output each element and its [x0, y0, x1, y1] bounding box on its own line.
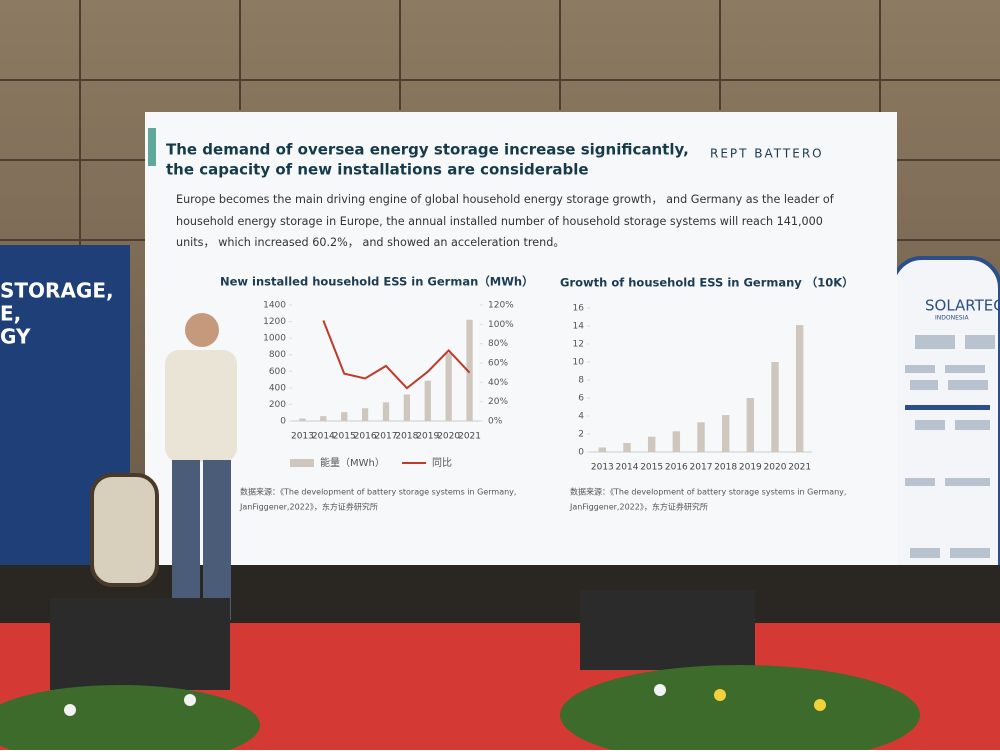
x-tick-label: 2015: [640, 463, 663, 473]
slide-title: The demand of oversea energy storage inc…: [166, 141, 689, 159]
source-note: 数据来源：《The development of battery storage…: [240, 487, 516, 497]
body-text: household energy storage in Europe, the …: [176, 215, 823, 228]
bar: [746, 398, 755, 452]
bar: [382, 402, 390, 421]
bar: [445, 353, 452, 421]
bar: [361, 408, 369, 421]
legend-swatch: [290, 459, 314, 467]
y2-tick-label: 20%: [488, 397, 508, 407]
chart-title: New installed household ESS in German（MW…: [220, 275, 534, 289]
y-tick-label: 1200: [263, 317, 286, 327]
banner-subtitle: INDONESIA: [935, 315, 969, 322]
x-tick-label: 2019: [416, 432, 439, 442]
banner-title: SOLARTECH: [925, 297, 1000, 315]
bar: [424, 380, 431, 421]
x-tick-label: 2018: [714, 463, 737, 473]
y-tick-label: 4: [578, 412, 584, 422]
x-tick-label: 2014: [616, 463, 639, 473]
x-tick-label: 2013: [591, 463, 614, 473]
body-text: units， which increased 60.2%， and showed…: [176, 236, 565, 249]
body-text: Europe becomes the main driving engine o…: [176, 193, 835, 206]
bar: [598, 447, 607, 452]
y-tick-label: 16: [573, 304, 585, 314]
banner-line: STORAGE,: [0, 279, 114, 303]
x-tick-label: 2016: [665, 463, 688, 473]
y2-tick-label: 120%: [488, 301, 514, 311]
x-tick-label: 2017: [690, 463, 713, 473]
slide-title: the capacity of new installations are co…: [166, 161, 589, 179]
sponsor-logos: [905, 335, 995, 558]
line-series: [322, 320, 471, 390]
brand: REPT BATTERO: [710, 147, 824, 161]
banner-line: E,: [0, 302, 21, 326]
banner-line: GY: [0, 325, 31, 349]
speaker: [165, 313, 237, 620]
left-banner-text: STORAGE, E, GY: [0, 279, 114, 349]
y-tick-label: 1000: [263, 334, 286, 344]
source-note: 数据来源：《The development of battery storage…: [570, 487, 846, 497]
x-tick-label: 2015: [333, 432, 356, 442]
bar: [795, 325, 804, 452]
x-tick-label: 2019: [739, 463, 762, 473]
y-tick-label: 14: [573, 322, 585, 332]
x-tick-label: 2016: [354, 432, 377, 442]
x-tick-label: 2021: [788, 463, 811, 473]
y-tick-label: 0: [578, 448, 584, 458]
y2-tick-label: 60%: [488, 359, 508, 369]
plants: [0, 665, 920, 754]
title-accent: [148, 128, 156, 166]
x-tick-label: 2014: [312, 432, 335, 442]
legend-label: 同比: [432, 457, 452, 469]
bar: [771, 362, 779, 452]
monitor-speaker: [580, 590, 755, 670]
charts: New installed household ESS in German（MW…: [220, 275, 854, 512]
bar: [403, 394, 411, 421]
x-tick-label: 2013: [291, 432, 314, 442]
y-tick-label: 600: [269, 367, 286, 377]
legend-label: 能量（MWh）: [320, 456, 385, 469]
y2-tick-label: 80%: [488, 339, 508, 349]
monitor-speaker: [50, 598, 230, 690]
slide: [145, 112, 897, 567]
y-tick-label: 2: [578, 430, 584, 440]
x-tick-label: 2017: [375, 432, 398, 442]
y-tick-label: 800: [269, 350, 286, 360]
bar: [320, 416, 327, 421]
y-tick-label: 6: [578, 394, 584, 404]
bar: [341, 412, 348, 421]
bar: [623, 443, 631, 452]
y-tick-label: 200: [269, 400, 286, 410]
bar: [721, 415, 730, 452]
y-tick-label: 400: [269, 383, 286, 393]
x-tick-label: 2020: [764, 463, 787, 473]
source-note: JanFiggener,2022》，东方证券研究所: [239, 502, 378, 512]
y-tick-label: 10: [573, 358, 585, 368]
bar: [647, 436, 656, 452]
bar: [466, 319, 473, 421]
bar: [299, 418, 306, 421]
bar: [697, 422, 705, 452]
y-tick-label: 1400: [263, 301, 286, 311]
y-tick-label: 0: [280, 417, 286, 427]
x-tick-label: 2020: [437, 432, 460, 442]
y-tick-label: 8: [578, 376, 584, 386]
x-tick-label: 2021: [458, 432, 481, 442]
source-note: JanFiggener,2022》，东方证券研究所: [569, 502, 708, 512]
chart-title: Growth of household ESS in Germany （10K）: [560, 276, 854, 290]
y2-tick-label: 40%: [488, 378, 508, 388]
y2-tick-label: 0%: [488, 417, 503, 427]
chair: [90, 473, 159, 587]
bar: [672, 431, 681, 452]
x-tick-label: 2018: [395, 432, 418, 442]
y-tick-label: 12: [573, 340, 584, 350]
y2-tick-label: 100%: [488, 320, 514, 330]
